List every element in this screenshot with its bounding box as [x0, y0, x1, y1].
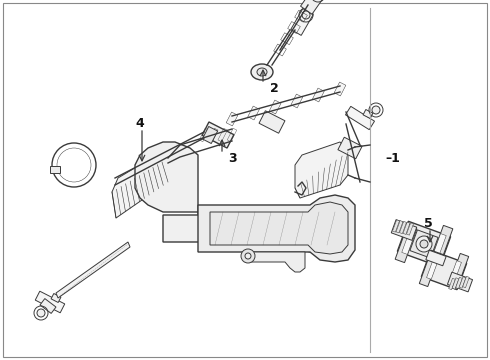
Polygon shape	[410, 230, 438, 258]
Polygon shape	[56, 242, 130, 298]
Circle shape	[245, 253, 251, 259]
Polygon shape	[300, 0, 323, 14]
Polygon shape	[407, 223, 414, 235]
Polygon shape	[295, 142, 348, 198]
Polygon shape	[456, 277, 462, 289]
Ellipse shape	[257, 68, 267, 76]
Polygon shape	[419, 253, 439, 287]
Polygon shape	[135, 142, 310, 252]
Polygon shape	[35, 291, 65, 313]
Polygon shape	[270, 100, 281, 114]
Polygon shape	[463, 276, 469, 288]
Circle shape	[37, 309, 45, 317]
Circle shape	[302, 11, 310, 19]
Polygon shape	[112, 160, 175, 218]
Polygon shape	[313, 88, 324, 102]
Polygon shape	[40, 298, 56, 314]
Polygon shape	[431, 225, 453, 263]
Polygon shape	[291, 9, 313, 35]
Polygon shape	[392, 220, 399, 232]
Polygon shape	[434, 234, 446, 255]
Polygon shape	[245, 252, 305, 272]
Text: 5: 5	[424, 216, 433, 230]
Polygon shape	[395, 225, 417, 263]
Polygon shape	[345, 106, 374, 130]
Polygon shape	[447, 272, 472, 292]
Polygon shape	[51, 293, 61, 302]
Polygon shape	[397, 221, 451, 267]
Ellipse shape	[251, 64, 273, 80]
Polygon shape	[427, 261, 438, 279]
Polygon shape	[392, 220, 416, 240]
Polygon shape	[459, 277, 466, 288]
Polygon shape	[259, 111, 285, 133]
Text: 3: 3	[228, 152, 237, 165]
Text: 4: 4	[135, 117, 144, 130]
Text: –1: –1	[385, 152, 400, 165]
Polygon shape	[248, 106, 259, 120]
Polygon shape	[421, 250, 466, 290]
Polygon shape	[210, 202, 348, 254]
Polygon shape	[402, 234, 414, 255]
Polygon shape	[451, 261, 462, 279]
Polygon shape	[363, 109, 373, 118]
Circle shape	[420, 240, 428, 248]
Circle shape	[241, 249, 255, 263]
Polygon shape	[399, 221, 407, 234]
Polygon shape	[338, 137, 362, 159]
Polygon shape	[449, 278, 455, 290]
Polygon shape	[226, 112, 238, 126]
Circle shape	[416, 236, 432, 252]
Text: 2: 2	[270, 81, 279, 95]
Polygon shape	[426, 250, 446, 266]
Polygon shape	[403, 222, 410, 234]
Polygon shape	[334, 82, 346, 96]
Polygon shape	[452, 278, 459, 289]
Polygon shape	[202, 122, 234, 148]
Polygon shape	[291, 94, 303, 108]
Polygon shape	[396, 221, 403, 233]
Polygon shape	[449, 253, 469, 287]
Polygon shape	[50, 166, 60, 172]
Polygon shape	[202, 126, 218, 144]
Circle shape	[372, 106, 380, 114]
Polygon shape	[198, 195, 355, 262]
